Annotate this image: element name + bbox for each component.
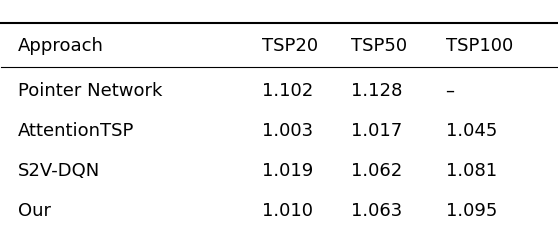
Text: TSP100: TSP100 (446, 37, 513, 55)
Text: 1.062: 1.062 (351, 161, 402, 179)
Text: 1.063: 1.063 (351, 201, 402, 219)
Text: 1.019: 1.019 (262, 161, 314, 179)
Text: Our: Our (18, 201, 51, 219)
Text: 1.010: 1.010 (262, 201, 314, 219)
Text: 1.081: 1.081 (446, 161, 497, 179)
Text: 1.095: 1.095 (446, 201, 497, 219)
Text: 1.045: 1.045 (446, 121, 497, 139)
Text: Approach: Approach (18, 37, 104, 55)
Text: TSP50: TSP50 (351, 37, 407, 55)
Text: AttentionTSP: AttentionTSP (18, 121, 134, 139)
Text: –: – (446, 81, 455, 99)
Text: 1.102: 1.102 (262, 81, 314, 99)
Text: 1.128: 1.128 (351, 81, 402, 99)
Text: TSP20: TSP20 (262, 37, 319, 55)
Text: 1.017: 1.017 (351, 121, 402, 139)
Text: Pointer Network: Pointer Network (18, 81, 162, 99)
Text: S2V-DQN: S2V-DQN (18, 161, 100, 179)
Text: 1.003: 1.003 (262, 121, 314, 139)
